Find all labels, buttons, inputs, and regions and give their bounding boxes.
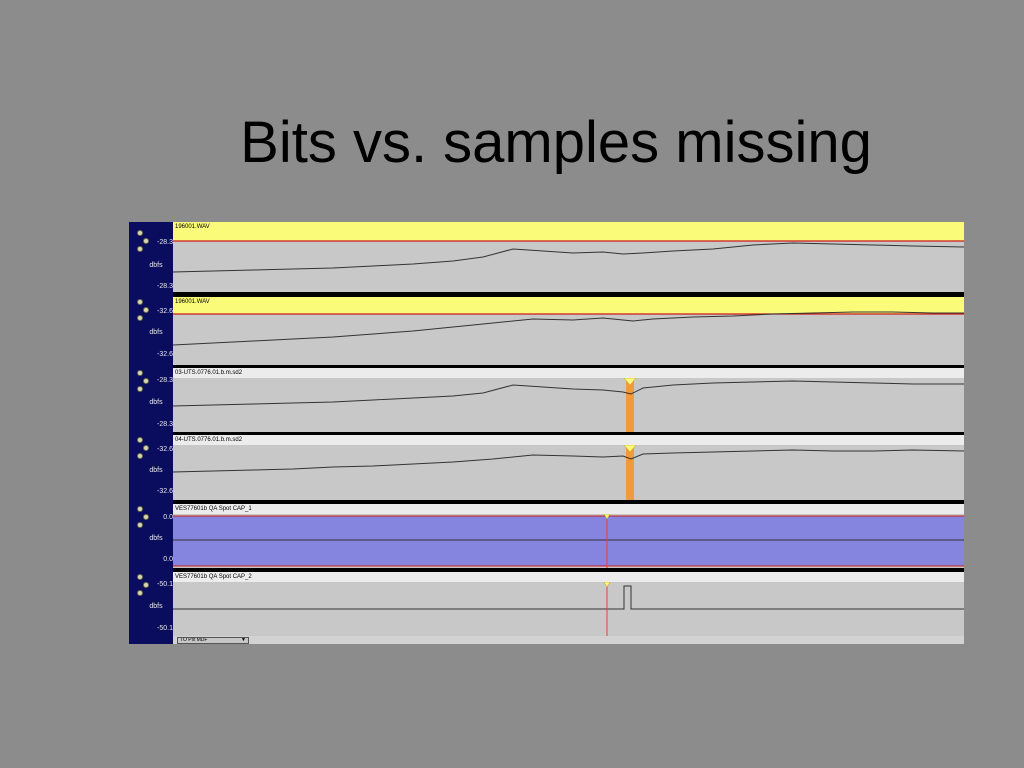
track-top-scale: -32.6 [157, 446, 173, 453]
solo-knob-icon[interactable] [137, 590, 143, 596]
solo-knob-icon[interactable] [137, 315, 143, 321]
waveform[interactable] [173, 514, 964, 568]
waveform[interactable] [173, 307, 964, 365]
waveform[interactable] [173, 445, 964, 500]
track-header[interactable]: VES77601b QA Spot CAP_2 [173, 572, 964, 582]
solo-knob-icon[interactable] [137, 522, 143, 528]
waveform[interactable] [173, 582, 964, 636]
track-bottom-scale: -28.3 [157, 421, 173, 428]
slide-title: Bits vs. samples missing [240, 110, 872, 175]
solo-knob-icon[interactable] [137, 386, 143, 392]
track-6: -50.1 dbfs -50.1 VES77601b QA Spot CAP_2 [129, 572, 964, 636]
solo-knob-icon[interactable] [137, 246, 143, 252]
track-top-scale: -28.3 [157, 239, 173, 246]
volume-knob-icon[interactable] [137, 230, 143, 236]
track-header[interactable]: 04-UTS.0776.01.b.m.sd2 [173, 435, 964, 445]
track-unit: dbfs [149, 329, 163, 336]
track-header[interactable]: 196001.WAV [173, 222, 964, 232]
track-1: -28.3 dbfs -28.3 196001.WAV [129, 222, 964, 294]
waveform[interactable] [173, 232, 964, 292]
track-bottom-scale: -28.3 [157, 283, 173, 290]
volume-knob-icon[interactable] [137, 506, 143, 512]
pan-knob-icon[interactable] [143, 445, 149, 451]
volume-knob-icon[interactable] [137, 370, 143, 376]
pan-knob-icon[interactable] [143, 514, 149, 520]
track-unit: dbfs [149, 262, 163, 269]
track-unit: dbfs [149, 535, 163, 542]
track-unit: dbfs [149, 467, 163, 474]
track-unit: dbfs [149, 399, 163, 406]
chevron-down-icon: ▼ [241, 637, 246, 643]
volume-knob-icon[interactable] [137, 574, 143, 580]
track-bottom-scale: -32.6 [157, 351, 173, 358]
pan-knob-icon[interactable] [143, 238, 149, 244]
track-top-scale: 0.0 [163, 514, 173, 521]
track-4: -32.6 dbfs -32.6 04-UTS.0776.01.b.m.sd2 [129, 435, 964, 501]
pan-knob-icon[interactable] [143, 307, 149, 313]
track-header[interactable]: 196001.WAV [173, 297, 964, 307]
waveform[interactable] [173, 378, 964, 432]
zoom-select[interactable]: TO Pix MDF ▼ [177, 637, 249, 644]
pan-knob-icon[interactable] [143, 582, 149, 588]
track-top-scale: -28.3 [157, 377, 173, 384]
track-header[interactable]: 03-UTS.0776.01.b.m.sd2 [173, 368, 964, 378]
volume-knob-icon[interactable] [137, 437, 143, 443]
bottom-toolbar: TO Pix MDF ▼ [173, 636, 964, 644]
track-gutter [129, 222, 173, 644]
track-top-scale: -32.6 [157, 308, 173, 315]
track-top-scale: -50.1 [157, 581, 173, 588]
track-bottom-scale: 0.0 [163, 556, 173, 563]
zoom-select-value: TO Pix MDF [180, 637, 208, 643]
volume-knob-icon[interactable] [137, 299, 143, 305]
solo-knob-icon[interactable] [137, 453, 143, 459]
track-3: -28.3 dbfs -28.3 03-UTS.0776.01.b.m.sd2 [129, 368, 964, 433]
track-5: 0.0 dbfs 0.0 VES77601b QA Spot CAP_1 [129, 504, 964, 568]
track-bottom-scale: -50.1 [157, 625, 173, 632]
track-2: -32.6 dbfs -32.6 196001.WAV [129, 297, 964, 365]
audio-editor-screenshot: -28.3 dbfs -28.3 196001.WAV -32.6 dbfs -… [129, 222, 964, 644]
track-bottom-scale: -32.6 [157, 488, 173, 495]
track-unit: dbfs [149, 603, 163, 610]
pan-knob-icon[interactable] [143, 378, 149, 384]
track-header[interactable]: VES77601b QA Spot CAP_1 [173, 504, 964, 514]
